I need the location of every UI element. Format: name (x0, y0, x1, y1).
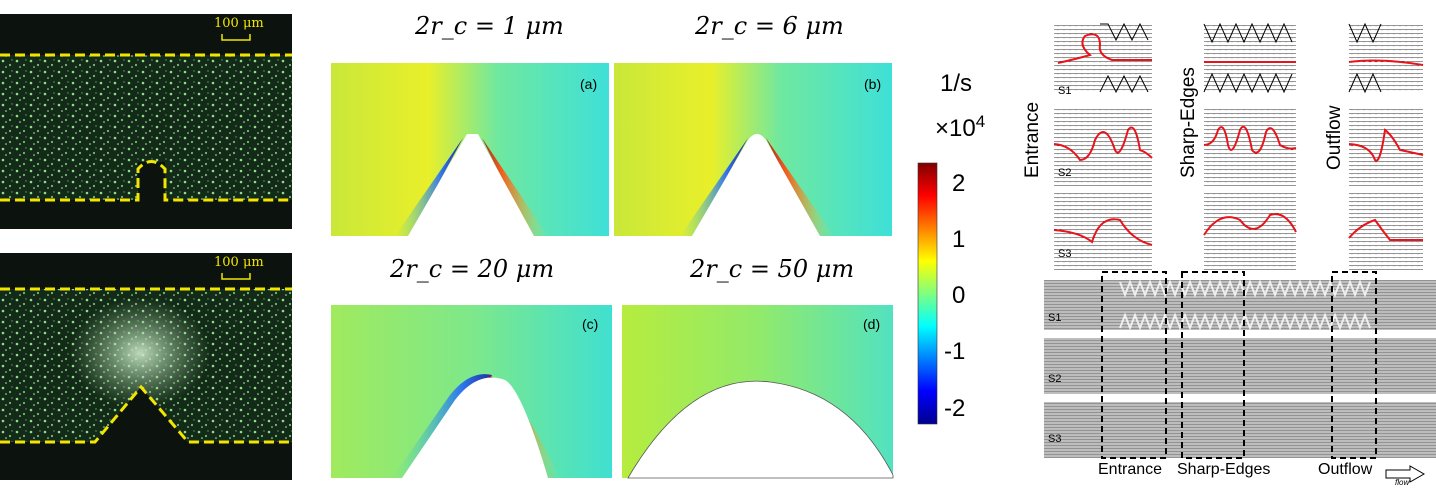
outflow-box (1331, 271, 1377, 459)
stream-sharp-s3 (1204, 192, 1296, 270)
column-label-outflow: Outflow (1324, 105, 1345, 170)
map-title-c: 2r_c = 20 μm (390, 255, 555, 283)
colorbar-tick: 2 (952, 170, 966, 197)
micrograph-triangle: 100 μm (0, 253, 292, 480)
region-label-outflow: Outflow (1318, 461, 1373, 478)
stream-entrance-s2 (1054, 108, 1152, 186)
region-boxes (1101, 271, 1377, 459)
stream-entrance-s3 (1054, 192, 1152, 270)
stream-strip-s1 (1044, 280, 1436, 330)
map-title-a: 2r_c = 1 μm (415, 12, 564, 40)
micrograph-triangle-image (0, 273, 292, 444)
entrance-box (1101, 271, 1167, 459)
flow-arrow-icon (1385, 465, 1426, 483)
row-label-s3: S3 (1058, 248, 1072, 260)
column-label-sharp-edges: Sharp-Edges (1178, 67, 1199, 178)
scale-bar (221, 273, 251, 280)
micrograph-post: 100 μm (0, 14, 292, 229)
map-title-d: 2r_c = 50 μm (690, 255, 855, 283)
stream-outflow-s3 (1349, 192, 1423, 270)
separatrix-curves (1053, 33, 1424, 246)
colorbar-multiplier: ×104 (935, 112, 985, 143)
column-label-entrance: Entrance (1022, 101, 1043, 178)
stream-sharp-s2 (1204, 108, 1296, 186)
colorbar-multiplier-base: ×10 (935, 115, 976, 142)
stream-outflow-s1 (1349, 24, 1423, 92)
stream-strip-s2 (1044, 338, 1436, 394)
panel-label-d: (d) (863, 316, 881, 332)
region-label-sharp-edges: Sharp-Edges (1177, 461, 1271, 478)
colorbar-tick: 1 (952, 226, 966, 253)
scale-bar-label: 100 μm (214, 16, 264, 31)
stream-entrance-s1 (1054, 24, 1152, 92)
micrograph-post-image (0, 34, 292, 202)
map-title-b: 2r_c = 6 μm (695, 12, 844, 40)
streamline-panels (1044, 22, 1436, 483)
colorbar-tick: 0 (952, 282, 966, 309)
panel-label-b: (b) (864, 76, 882, 92)
strip-label-s1: S1 (1048, 312, 1062, 324)
panel-label-c: (c) (582, 316, 599, 332)
row-label-s1: S1 (1058, 85, 1072, 97)
map-a (331, 63, 609, 236)
map-d (622, 305, 894, 479)
stream-outflow-s2 (1349, 108, 1423, 186)
sharp-edges-box (1181, 271, 1245, 459)
stream-sharp-s1 (1204, 24, 1296, 92)
panel-label-a: (a) (580, 76, 598, 92)
flow-label: flow (1395, 478, 1410, 487)
map-b (614, 63, 892, 236)
colorbar (917, 162, 938, 425)
row-label-s2: S2 (1058, 167, 1072, 179)
shear-rate-maps (331, 63, 938, 479)
colorbar-tick: -1 (944, 338, 966, 365)
scale-bar-label: 100 μm (214, 255, 264, 270)
strip-label-s3: S3 (1048, 433, 1062, 445)
map-c (331, 305, 612, 478)
region-label-entrance: Entrance (1098, 461, 1163, 478)
stream-strip-s3 (1044, 402, 1436, 458)
colorbar-exponent: 4 (975, 112, 986, 131)
scale-bar (221, 34, 251, 41)
colorbar-tick: -2 (944, 395, 966, 422)
colorbar-unit: 1/s (940, 70, 973, 97)
strip-label-s2: S2 (1048, 373, 1062, 385)
